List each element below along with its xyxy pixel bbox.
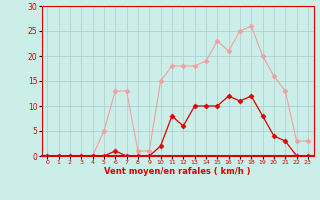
X-axis label: Vent moyen/en rafales ( km/h ): Vent moyen/en rafales ( km/h ) <box>104 167 251 176</box>
